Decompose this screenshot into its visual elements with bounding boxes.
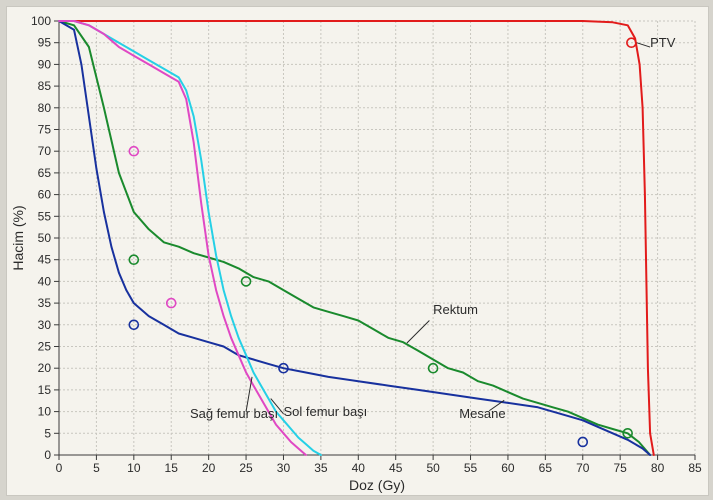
x-tick-label: 85 xyxy=(688,461,702,475)
y-tick-label: 70 xyxy=(38,144,52,158)
y-tick-label: 60 xyxy=(38,188,52,202)
series-label-sol-femur-başı: Sol femur başı xyxy=(283,404,367,419)
x-tick-label: 60 xyxy=(501,461,515,475)
y-axis-title: Hacim (%) xyxy=(10,205,26,270)
y-tick-label: 15 xyxy=(38,383,52,397)
x-tick-label: 75 xyxy=(613,461,627,475)
y-tick-label: 40 xyxy=(38,274,52,288)
x-tick-label: 65 xyxy=(539,461,553,475)
x-tick-label: 20 xyxy=(202,461,216,475)
y-tick-label: 95 xyxy=(38,36,52,50)
x-axis-title: Doz (Gy) xyxy=(349,477,405,493)
y-tick-label: 90 xyxy=(38,57,52,71)
y-tick-label: 30 xyxy=(38,318,52,332)
x-tick-label: 25 xyxy=(239,461,253,475)
x-tick-label: 70 xyxy=(576,461,590,475)
y-tick-label: 85 xyxy=(38,79,52,93)
y-tick-label: 100 xyxy=(31,14,51,28)
y-tick-label: 10 xyxy=(38,405,52,419)
x-tick-label: 55 xyxy=(464,461,478,475)
y-tick-label: 25 xyxy=(38,340,52,354)
dvh-chart: 0 5 10 15 20 25 30 35 40 45 50 55 60 65 70 75 80 85 0 5 10 15… xyxy=(7,7,708,495)
x-tick-label: 5 xyxy=(93,461,100,475)
series-label-mesane: Mesane xyxy=(459,406,505,421)
x-tick-label: 0 xyxy=(56,461,63,475)
x-tick-label: 30 xyxy=(277,461,291,475)
x-tick-label: 50 xyxy=(426,461,440,475)
series-label-ptv: PTV xyxy=(650,35,676,50)
x-tick-label: 15 xyxy=(165,461,179,475)
x-tick-label: 10 xyxy=(127,461,141,475)
chart-panel: 0 5 10 15 20 25 30 35 40 45 50 55 60 65 70 75 80 85 0 5 10 15… xyxy=(6,6,709,496)
x-tick-label: 40 xyxy=(352,461,366,475)
y-tick-label: 55 xyxy=(38,209,52,223)
y-tick-label: 0 xyxy=(44,448,51,462)
series-label-sağ-femur-başı: Sağ femur başı xyxy=(190,406,278,421)
y-tick-label: 5 xyxy=(44,426,51,440)
y-tick-label: 75 xyxy=(38,123,52,137)
y-tick-label: 65 xyxy=(38,166,52,180)
y-tick-label: 35 xyxy=(38,296,52,310)
y-tick-label: 45 xyxy=(38,253,52,267)
x-tick-label: 80 xyxy=(651,461,665,475)
y-tick-label: 80 xyxy=(38,101,52,115)
x-tick-label: 45 xyxy=(389,461,403,475)
x-tick-label: 35 xyxy=(314,461,328,475)
y-tick-label: 50 xyxy=(38,231,52,245)
y-tick-label: 20 xyxy=(38,361,52,375)
series-label-rektum: Rektum xyxy=(433,302,478,317)
